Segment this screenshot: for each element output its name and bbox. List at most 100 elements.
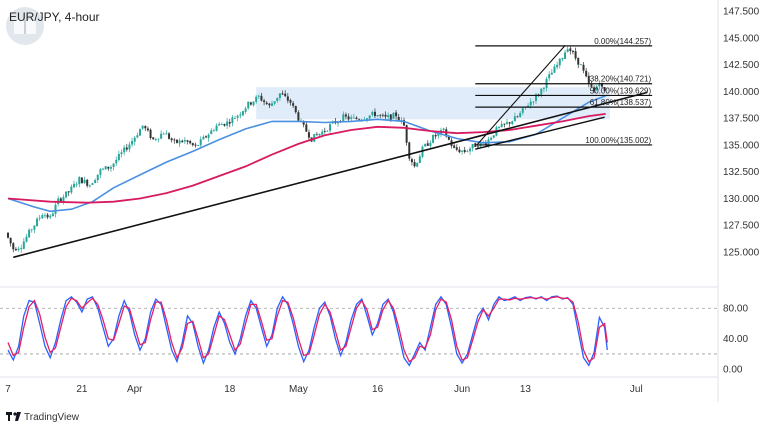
candle-body <box>469 148 471 152</box>
candle-body <box>75 184 78 186</box>
candle-body <box>268 103 271 106</box>
candle-body <box>207 134 210 139</box>
time-tick-label: Apr <box>127 384 143 395</box>
price-tick-label: 132.500 <box>723 167 760 178</box>
candle-body <box>73 183 75 188</box>
candle-body <box>437 133 440 136</box>
candle-body <box>289 100 292 103</box>
candle-body <box>226 121 229 126</box>
stochastic-k-line <box>7 295 608 367</box>
candle-body <box>263 100 266 103</box>
candle-body <box>133 137 136 142</box>
price-tick-label: 125.000 <box>723 247 760 258</box>
time-tick-label: 16 <box>372 384 384 395</box>
candle-body <box>94 180 97 184</box>
candle-body <box>59 198 62 202</box>
time-tick-label: May <box>289 384 308 395</box>
candle-body <box>410 159 413 163</box>
candle-body <box>131 141 134 145</box>
candle-body <box>12 243 15 250</box>
candle-body <box>564 52 567 59</box>
price-tick-label: 137.500 <box>723 114 760 125</box>
candle-body <box>170 138 173 141</box>
candle-body <box>257 95 260 97</box>
candle-body <box>67 191 70 193</box>
candle-body <box>397 116 400 121</box>
candle-body <box>249 102 252 105</box>
candle-body <box>292 103 295 106</box>
candle-body <box>210 130 213 135</box>
candle-body <box>432 134 435 143</box>
candle-body <box>492 135 495 138</box>
time-tick-label: Jul <box>630 384 643 395</box>
candle-body <box>234 117 237 119</box>
candle-body <box>128 144 131 150</box>
price-tick-label: 130.000 <box>723 194 760 205</box>
candle-body <box>241 111 244 116</box>
candle-body <box>231 117 234 123</box>
price-axis: 125.000 127.500 130.000 132.500 135.000 137.5… <box>723 7 760 259</box>
price-tick-label: 142.500 <box>723 60 760 71</box>
candle-body <box>51 213 54 217</box>
candle-body <box>521 108 524 113</box>
candle-body <box>471 144 474 149</box>
price-tick-label: 127.500 <box>723 221 760 232</box>
candle-body <box>146 128 149 131</box>
stochastic-d-line <box>7 296 608 363</box>
candle-body <box>117 153 120 161</box>
candle-body <box>376 115 379 117</box>
candle-body <box>355 117 358 120</box>
candle-body <box>315 134 318 136</box>
candle-body <box>260 95 263 101</box>
candle-body <box>139 129 141 136</box>
candle-body <box>579 64 582 66</box>
candle-body <box>381 114 384 116</box>
candle-body <box>173 139 176 141</box>
candle-body <box>112 163 115 168</box>
babypips-logo-icon <box>6 7 44 45</box>
candle-body <box>585 70 588 77</box>
candle-body <box>194 144 197 146</box>
candle-body <box>302 121 305 125</box>
candle-body <box>384 114 387 117</box>
candle-body <box>601 82 603 87</box>
candle-body <box>236 115 239 118</box>
candle-body <box>255 96 258 102</box>
candle-body <box>566 49 569 52</box>
candle-body <box>141 125 144 129</box>
candle-body <box>516 116 519 118</box>
candle-body <box>484 143 487 146</box>
candle-body <box>120 152 123 154</box>
candle-body <box>352 117 355 119</box>
candle-body <box>347 116 350 120</box>
candle-body <box>186 140 189 142</box>
candle-body <box>136 135 139 138</box>
candle-body <box>220 124 223 125</box>
candle-body <box>505 122 508 124</box>
time-tick-label: Jun <box>454 384 470 395</box>
candle-body <box>144 126 147 129</box>
candle-body <box>154 139 157 140</box>
candle-body <box>223 123 226 126</box>
candle-body <box>175 139 178 143</box>
candle-body <box>30 229 33 231</box>
sma-red-line <box>7 113 606 204</box>
candle-body <box>500 123 503 128</box>
candle-body <box>379 114 382 116</box>
candle-body <box>152 137 155 140</box>
candle-body <box>41 215 44 219</box>
candle-body <box>603 87 606 91</box>
price-zone <box>256 87 610 120</box>
candle-body <box>326 130 329 132</box>
tradingview-logo-icon <box>6 412 21 421</box>
candle-body <box>395 112 398 117</box>
candle-body <box>542 87 545 89</box>
price-panel: 0.00%(144.257) 38.20%(140.721) 50.00%(139.… <box>7 37 653 259</box>
candle-body <box>574 51 577 59</box>
candle-body <box>458 149 461 153</box>
candle-body <box>228 122 231 124</box>
candle-body <box>350 117 353 119</box>
short-trendline <box>475 116 605 150</box>
candle-body <box>590 84 593 87</box>
